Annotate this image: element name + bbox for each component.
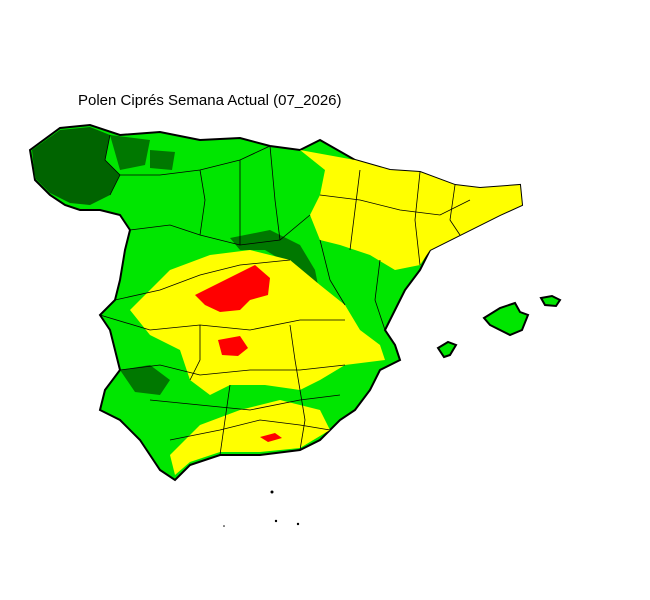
island-mallorca [482,301,530,337]
island-ibiza [436,340,458,359]
speck [274,519,278,523]
ceuta-speck [270,490,274,494]
map-title: Polen Ciprés Semana Actual (07_2026) [78,92,342,109]
zone-very-low-galicia [32,127,120,205]
zone-moderate-east [300,150,522,270]
zone-moderate-south [170,400,330,475]
province-borders [99,134,471,456]
island-menorca [539,294,562,308]
zone-high-ciudadreal [218,336,248,356]
speck [296,522,300,526]
zone-high-granada [260,433,282,442]
zone-moderate-center [130,250,385,395]
speck [223,525,225,527]
zone-high-madrid [195,265,270,312]
